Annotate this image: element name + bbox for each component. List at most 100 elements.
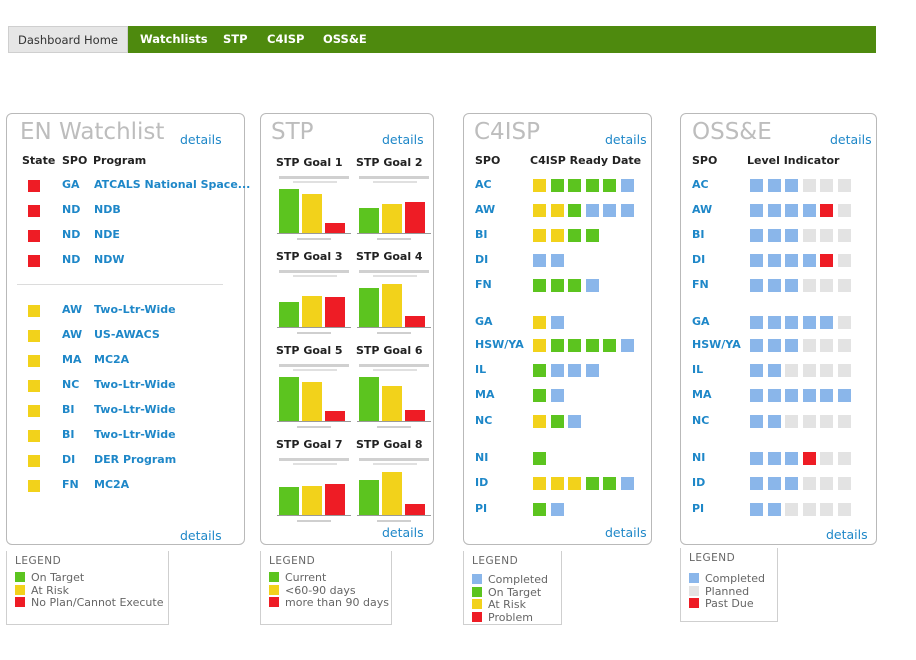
c4isp-status-cell <box>568 477 581 490</box>
tab-dashboard-home[interactable]: Dashboard Home <box>8 26 128 53</box>
watchlist-row-program[interactable]: NDE <box>94 228 120 241</box>
c4isp-row-spo[interactable]: HSW/YA <box>475 338 524 351</box>
osse-row-spo[interactable]: ID <box>692 476 706 489</box>
stp-goal-title[interactable]: STP Goal 7 <box>276 438 343 451</box>
osse-row-spo[interactable]: GA <box>692 315 710 328</box>
c4isp-row-spo[interactable]: MA <box>475 388 495 401</box>
osse-panel: OSS&E details SPO Level Indicator detail… <box>680 113 877 545</box>
chart-subcaption <box>373 275 417 277</box>
watchlist-row-program[interactable]: NDW <box>94 253 125 266</box>
c4isp-row-spo[interactable]: PI <box>475 502 488 515</box>
watchlist-row-program[interactable]: NDB <box>94 203 121 216</box>
osse-status-cell <box>837 364 851 377</box>
stp-goal-chart[interactable] <box>275 176 353 240</box>
c4isp-details-link-bottom[interactable]: details <box>605 525 647 540</box>
osse-legend-item: Completed <box>689 572 765 585</box>
stp-goal-chart[interactable] <box>275 270 353 334</box>
stp-goal-title[interactable]: STP Goal 6 <box>356 344 423 357</box>
osse-row-spo[interactable]: AW <box>692 203 713 216</box>
stp-goal-chart[interactable] <box>355 270 433 334</box>
osse-row-spo[interactable]: BI <box>692 228 705 241</box>
c4isp-row-spo[interactable]: ID <box>475 476 489 489</box>
watchlist-row-spo[interactable]: DI <box>62 453 76 466</box>
watchlist-row-spo[interactable]: ND <box>62 203 81 216</box>
watchlist-row-program[interactable]: Two-Ltr-Wide <box>94 403 176 416</box>
watchlist-row-spo[interactable]: BI <box>62 403 75 416</box>
stp-goal-chart[interactable] <box>355 458 433 522</box>
stp-goal-title[interactable]: STP Goal 2 <box>356 156 423 169</box>
osse-row-spo[interactable]: NC <box>692 414 710 427</box>
watchlist-row-spo[interactable]: FN <box>62 478 79 491</box>
watchlist-row-program[interactable]: MC2A <box>94 478 130 491</box>
osse-details-link-top[interactable]: details <box>830 132 872 147</box>
tab-stp[interactable]: STP <box>223 32 248 46</box>
osse-row-spo[interactable]: PI <box>692 502 705 515</box>
stp-details-link-top[interactable]: details <box>382 132 424 147</box>
watchlist-details-link-top[interactable]: details <box>180 132 222 147</box>
watchlist-title: EN Watchlist <box>20 119 165 145</box>
watchlist-row-spo[interactable]: BI <box>62 428 75 441</box>
osse-status-cell <box>820 316 833 329</box>
c4isp-row-spo[interactable]: IL <box>475 363 487 376</box>
watchlist-row-spo[interactable]: MA <box>62 353 82 366</box>
stp-goal-chart[interactable] <box>355 176 433 240</box>
watchlist-row-spo[interactable]: NC <box>62 378 80 391</box>
tab-watchlists[interactable]: Watchlists <box>140 32 208 46</box>
osse-row-spo[interactable]: HSW/YA <box>692 338 741 351</box>
watchlist-header-program: Program <box>93 154 147 167</box>
watchlist-row-program[interactable]: Two-Ltr-Wide <box>94 428 176 441</box>
stp-goal-title[interactable]: STP Goal 8 <box>356 438 423 451</box>
chart-subcaption <box>293 181 337 183</box>
stp-goal-title[interactable]: STP Goal 4 <box>356 250 423 263</box>
c4isp-row-spo[interactable]: BI <box>475 228 488 241</box>
c4isp-row-spo[interactable]: GA <box>475 315 493 328</box>
stp-goal-chart[interactable] <box>275 458 353 522</box>
stp-goal-title[interactable]: STP Goal 5 <box>276 344 343 357</box>
stp-goal-chart[interactable] <box>275 364 353 428</box>
watchlist-row-spo[interactable]: GA <box>62 178 80 191</box>
watchlist-row-spo[interactable]: AW <box>62 328 83 341</box>
watchlist-row-program[interactable]: DER Program <box>94 453 177 466</box>
osse-row-spo[interactable]: IL <box>692 363 704 376</box>
c4isp-row-spo[interactable]: AC <box>475 178 492 191</box>
osse-row-spo[interactable]: DI <box>692 253 706 266</box>
stp-goal-chart[interactable] <box>355 364 433 428</box>
c4isp-row-spo[interactable]: AW <box>475 203 496 216</box>
chart-footer <box>297 520 331 522</box>
osse-status-cell <box>767 316 781 329</box>
chart-footer <box>297 332 331 334</box>
osse-details-link-bottom[interactable]: details <box>826 527 868 542</box>
tab-osse[interactable]: OSS&E <box>323 32 367 46</box>
osse-row-spo[interactable]: FN <box>692 278 709 291</box>
c4isp-row-spo[interactable]: FN <box>475 278 492 291</box>
watchlist-row-spo[interactable]: AW <box>62 303 83 316</box>
osse-status-cell <box>820 452 833 465</box>
c4isp-details-link-top[interactable]: details <box>605 132 647 147</box>
stp-goal-title[interactable]: STP Goal 3 <box>276 250 343 263</box>
c4isp-row-spo[interactable]: NI <box>475 451 489 464</box>
watchlist-row-program[interactable]: Two-Ltr-Wide <box>94 378 176 391</box>
stp-chart-bar <box>279 302 299 327</box>
watchlist-legend-swatch <box>15 584 25 595</box>
osse-row-spo[interactable]: MA <box>692 388 712 401</box>
stp-chart-bar <box>382 472 402 515</box>
osse-status-cell <box>837 452 851 465</box>
c4isp-status-cell <box>585 339 599 352</box>
osse-row-spo[interactable]: AC <box>692 178 709 191</box>
watchlist-details-link-bottom[interactable]: details <box>180 528 222 543</box>
c4isp-row-spo[interactable]: DI <box>475 253 489 266</box>
watchlist-row-program[interactable]: ATCALS National Space... <box>94 178 251 191</box>
watchlist-row-program[interactable]: MC2A <box>94 353 130 366</box>
osse-status-cell <box>820 364 833 377</box>
watchlist-row-spo[interactable]: ND <box>62 253 81 266</box>
tab-c4isp[interactable]: C4ISP <box>267 32 305 46</box>
stp-goal-title[interactable]: STP Goal 1 <box>276 156 343 169</box>
stp-details-link-bottom[interactable]: details <box>382 525 424 540</box>
watchlist-row-program[interactable]: Two-Ltr-Wide <box>94 303 176 316</box>
chart-footer <box>377 426 411 428</box>
watchlist-legend-label: No Plan/Cannot Execute <box>31 596 164 609</box>
watchlist-row-spo[interactable]: ND <box>62 228 81 241</box>
watchlist-row-program[interactable]: US-AWACS <box>94 328 160 341</box>
osse-row-spo[interactable]: NI <box>692 451 706 464</box>
c4isp-row-spo[interactable]: NC <box>475 414 493 427</box>
